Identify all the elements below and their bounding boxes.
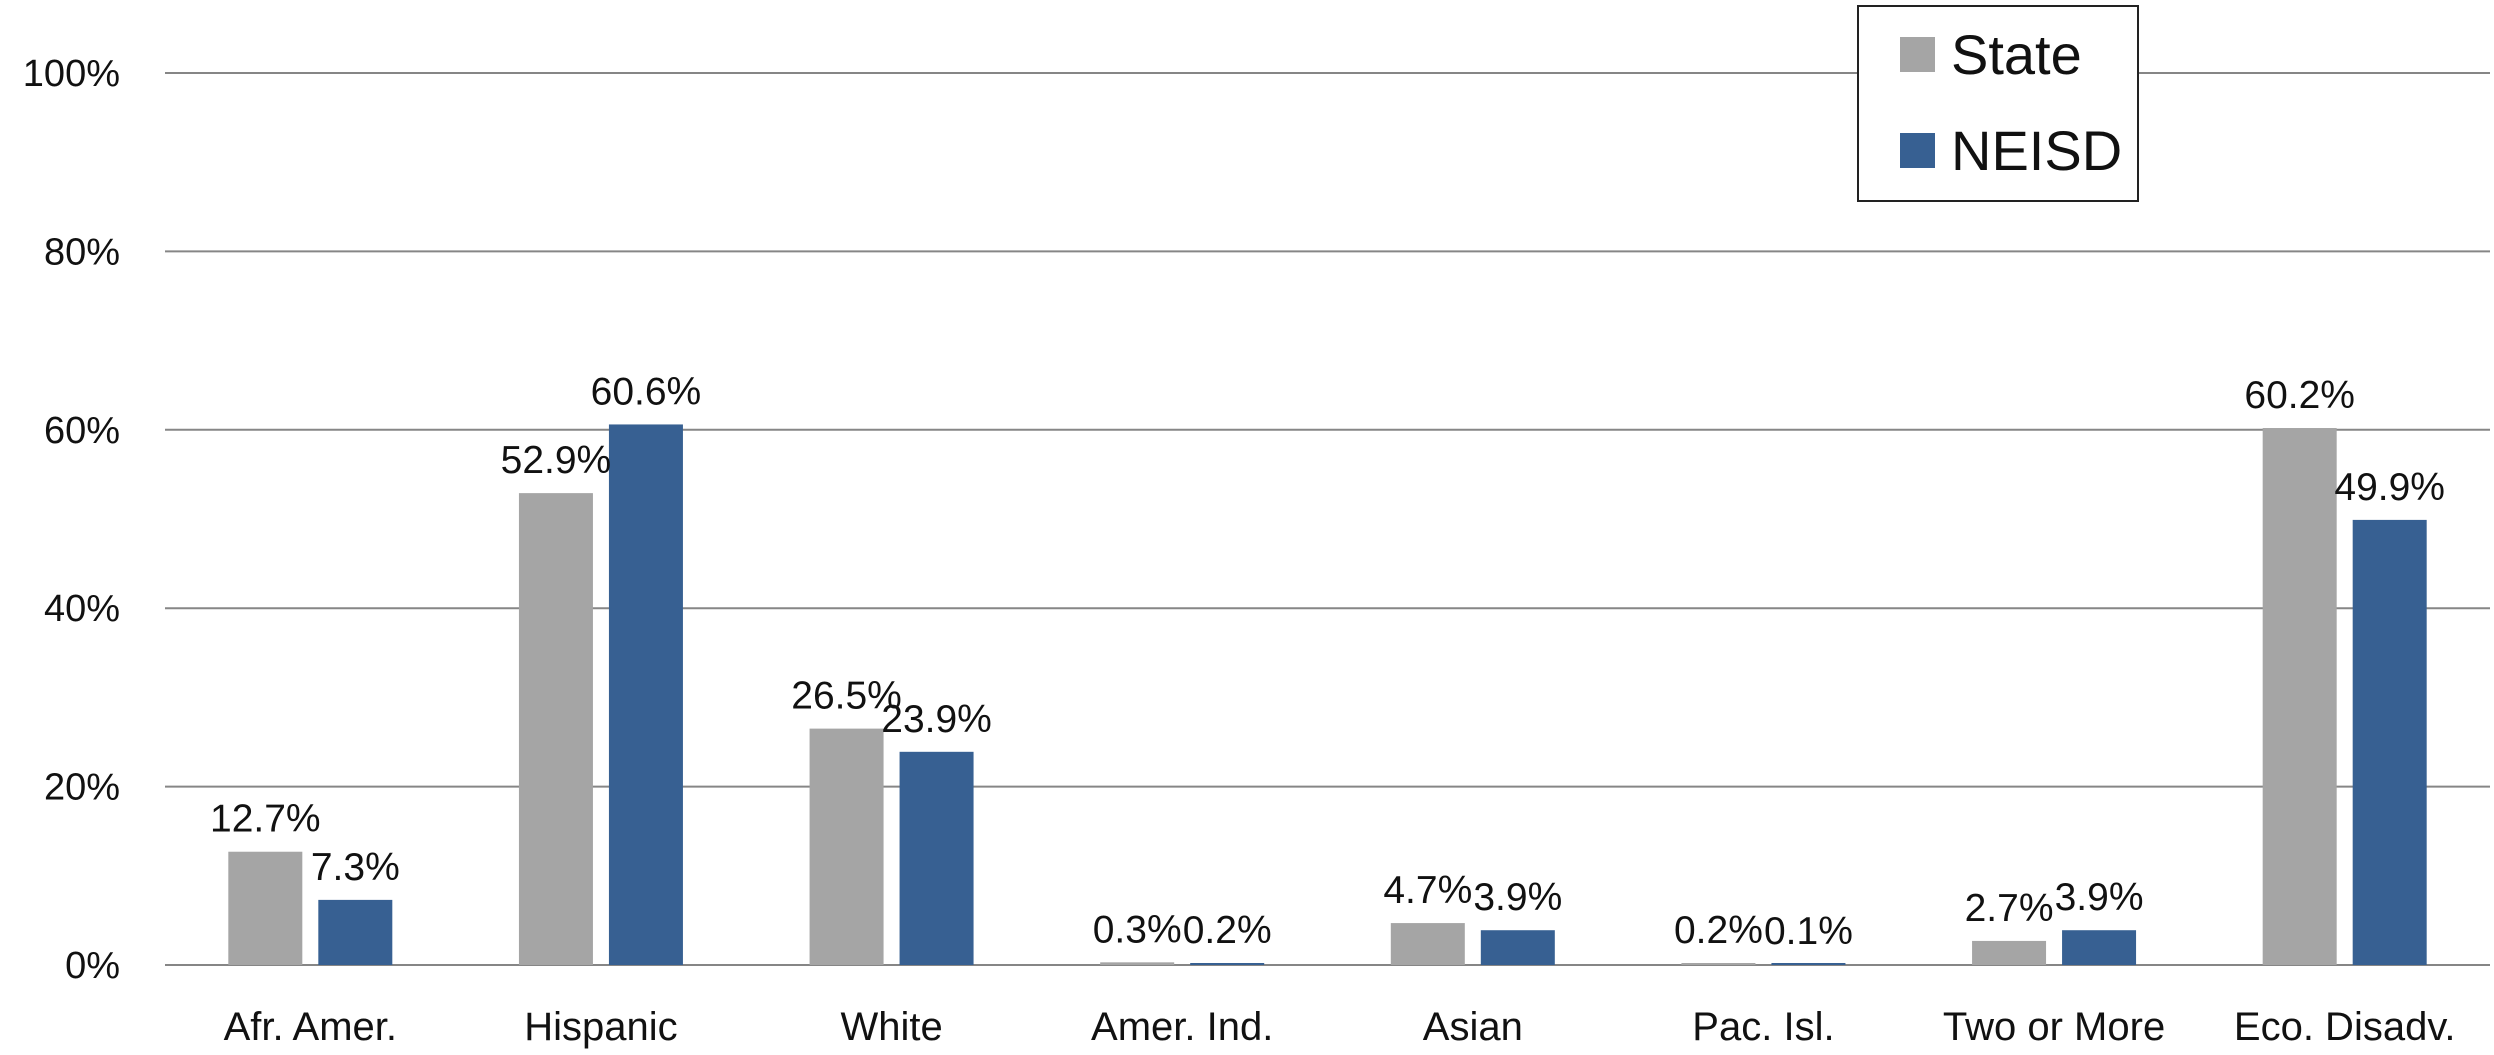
data-label-state-afr-amer: 12.7% (210, 798, 321, 841)
bar-state-amer-ind (1100, 962, 1175, 965)
data-label-state-hispanic: 52.9% (501, 439, 612, 482)
bar-neisd-pac-isl (1771, 963, 1846, 965)
bars (228, 424, 2427, 965)
legend-swatch-neisd (1900, 133, 1935, 168)
legend-swatch-state (1900, 37, 1935, 72)
y-tick-label: 0% (65, 945, 120, 987)
bar-neisd-hispanic (608, 424, 683, 965)
x-category-label-afr-amer: Afr. Amer. (224, 1005, 397, 1049)
y-axis-tick-labels: 0% 20% 40% 60% 80% 100% (23, 53, 120, 987)
y-tick-label: 100% (23, 53, 120, 95)
x-category-label-pac-isl: Pac. Isl. (1692, 1005, 1834, 1049)
data-label-neisd-pac-isl: 0.1% (1764, 910, 1853, 953)
bar-state-hispanic (518, 493, 593, 965)
data-labels: 12.7%7.3%52.9%60.6%26.5%23.9%0.3% 0.2%4.7… (210, 370, 2445, 953)
data-label-neisd-two-or-more: 3.9% (2055, 876, 2144, 919)
data-label-neisd-white: 23.9% (881, 698, 992, 741)
data-label-state-asian: 4.7% (1383, 869, 1472, 912)
bar-state-asian (1390, 923, 1465, 965)
x-category-label-two-or-more: Two or More (1943, 1005, 2165, 1049)
bar-neisd-amer-ind (1190, 963, 1265, 965)
gridlines (165, 72, 2490, 966)
data-label-neisd-amer-ind: 0.2% (1183, 909, 1272, 952)
x-axis-category-labels: Afr. Amer. Hispanic White Amer. Ind. Asian Pa… (224, 1005, 2456, 1049)
x-category-label-asian: Asian (1423, 1005, 1523, 1049)
x-category-label-white: White (840, 1005, 942, 1049)
data-label-state-two-or-more: 2.7% (1965, 887, 2054, 930)
legend: State NEISD (1857, 5, 2139, 202)
legend-label-state: State (1951, 23, 2082, 86)
legend-label-neisd: NEISD (1951, 119, 2122, 182)
data-label-neisd-eco-disadv: 49.9% (2334, 466, 2445, 509)
data-label-neisd-afr-amer: 7.3% (311, 846, 400, 889)
y-tick-label: 60% (44, 410, 120, 452)
data-label-state-amer-ind: 0.3% (1093, 908, 1182, 951)
bar-neisd-eco-disadv (2352, 519, 2427, 965)
y-tick-label: 20% (44, 767, 120, 809)
bar-neisd-asian (1480, 930, 1555, 965)
x-category-label-hispanic: Hispanic (524, 1005, 677, 1049)
bar-state-two-or-more (1972, 940, 2047, 965)
x-category-label-eco-disadv: Eco. Disadv. (2234, 1005, 2456, 1049)
bar-state-pac-isl (1681, 963, 1756, 965)
bar-neisd-two-or-more (2062, 930, 2137, 965)
bar-state-white (809, 728, 884, 965)
data-label-state-eco-disadv: 60.2% (2244, 374, 2355, 417)
data-label-neisd-hispanic: 60.6% (591, 370, 702, 413)
data-label-state-pac-isl: 0.2% (1674, 909, 1763, 952)
bar-state-afr-amer (228, 851, 303, 965)
bar-neisd-white (899, 751, 974, 965)
data-label-neisd-asian: 3.9% (1473, 876, 1562, 919)
y-tick-label: 40% (44, 588, 120, 630)
x-category-label-amer-ind: Amer. Ind. (1091, 1005, 1273, 1049)
bar-state-eco-disadv (2262, 428, 2337, 965)
data-label-state-white: 26.5% (791, 675, 902, 718)
bar-neisd-afr-amer (318, 899, 393, 965)
y-tick-label: 80% (44, 231, 120, 273)
